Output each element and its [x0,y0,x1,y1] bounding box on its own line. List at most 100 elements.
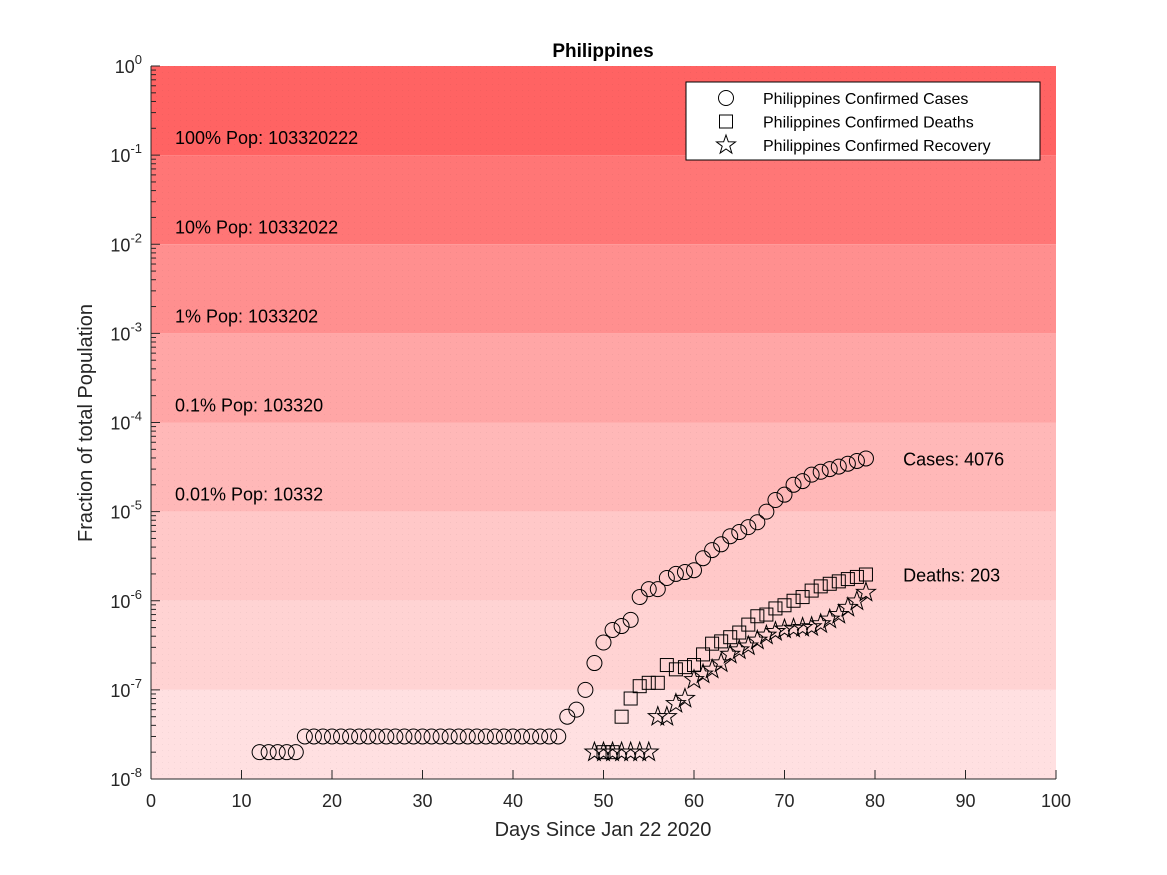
data-point-star [728,638,751,660]
data-point-circle [251,744,268,761]
population-band-texture [151,689,1056,779]
data-point-circle [767,492,784,509]
data-point-circle [450,728,467,745]
annotation-label: Deaths: 203 [903,566,1000,586]
x-tick-label: 90 [955,791,975,811]
chart-title: Philippines [552,41,653,62]
y-tick-label: 10-7 [110,676,142,701]
data-point-circle [296,728,313,745]
population-band-label: 0.01% Pop: 10332 [175,485,323,505]
data-point-circle [577,681,594,698]
annotation-label: Cases: 4076 [903,449,1004,469]
x-tick-label: 100 [1041,791,1071,811]
data-point-circle [740,519,757,536]
x-tick-label: 10 [231,791,251,811]
y-tick-label: 100 [115,52,142,77]
data-point-square [741,617,756,632]
data-point-circle [324,728,340,745]
data-point-star [719,642,742,664]
population-band-texture [151,511,1056,601]
population-band-label: 0.1% Pop: 103320 [175,396,323,416]
data-point-star [664,692,687,714]
population-band-texture [151,422,1056,512]
x-tick-label: 60 [684,791,704,811]
data-point-circle [414,728,431,745]
data-point-circle [260,744,277,761]
legend-marker-circle [718,90,734,106]
data-point-circle [649,581,666,598]
data-point-circle [459,728,476,745]
legend-box [685,81,1041,161]
data-point-circle [776,486,793,503]
data-point-circle [704,542,721,559]
data-point-square [650,675,665,690]
series-circle [251,450,874,761]
data-point-star [800,615,823,637]
data-point-square [822,576,837,591]
y-tick-label: 10-6 [110,587,142,612]
data-point-square [668,662,683,677]
data-point-circle [387,728,404,745]
data-point-star [773,617,796,639]
data-point-circle [278,744,295,761]
data-point-circle [550,728,567,745]
data-point-square [641,675,656,690]
data-point-circle [794,473,811,490]
data-point-star [673,686,696,708]
population-band-labels: 100% Pop: 103320222 10% Pop: 10332022 1% P… [175,128,358,505]
data-point-circle [505,728,521,745]
data-point-square [623,691,638,706]
data-point-circle [360,728,377,745]
data-point-star [737,634,760,656]
legend-entry-label: Philippines Confirmed Recovery [763,138,991,155]
population-bands [151,66,1056,779]
data-point-circle [305,728,322,745]
x-tick-label: 50 [593,791,613,811]
data-point-circle [432,728,449,745]
data-point-star [746,628,769,650]
data-point-circle [722,528,739,545]
data-point-circle [830,458,847,475]
data-point-star [791,616,814,637]
data-point-star [782,616,805,638]
y-tick-label: 10-1 [110,141,142,166]
data-point-square [659,658,674,673]
data-point-square [632,679,647,694]
data-point-circle [848,452,865,469]
data-point-square [714,634,729,649]
y-tick-label: 10-8 [110,765,142,790]
data-point-star [836,595,859,617]
x-tick-label: 80 [865,791,885,811]
legend-entry-label: Philippines Confirmed Cases [763,91,968,108]
data-point-circle [812,463,829,480]
population-band-texture [151,155,1056,245]
data-point-star [827,603,850,624]
data-point-square [705,636,720,651]
data-point-circle [731,524,748,541]
data-point-circle [676,564,693,581]
data-point-circle [622,611,639,628]
data-point-circle [613,618,630,635]
data-point-circle [486,728,503,745]
data-point-circle [477,728,494,745]
data-marks [251,450,877,762]
data-point-square [605,745,620,760]
data-point-circle [586,655,603,672]
data-point-circle [269,744,286,761]
data-point-square [804,583,819,598]
x-tick-label: 0 [146,791,156,811]
data-point-star [818,607,841,629]
data-point-circle [658,569,675,586]
data-point-circle [314,728,331,745]
data-point-circle [423,728,440,745]
data-point-square [696,647,711,662]
data-point-square [614,709,629,724]
population-band-label: 10% Pop: 10332022 [175,217,338,237]
data-point-square [840,572,855,587]
population-band-texture [151,333,1056,423]
data-point-square [677,660,692,675]
data-point-circle [351,728,368,745]
data-point-star [655,705,678,727]
data-point-circle [713,536,730,553]
data-point-circle [514,728,531,745]
